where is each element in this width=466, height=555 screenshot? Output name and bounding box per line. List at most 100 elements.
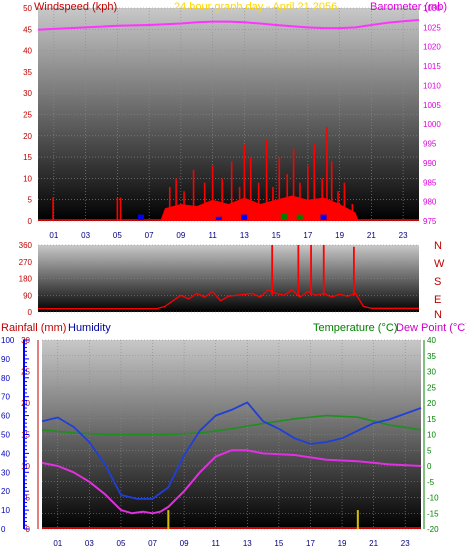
- wind-tick-label: 15: [23, 153, 32, 162]
- barometer-tick-label: 1025: [423, 23, 441, 32]
- temp-tick-label: 5: [427, 446, 432, 455]
- humidity-tick-label: 40: [1, 449, 10, 458]
- humidity-tick-label: 30: [1, 468, 10, 477]
- wind-tick-label: 40: [23, 47, 32, 56]
- temp-x-tick-label: 05: [117, 539, 126, 548]
- temp-x-tick-label: 03: [85, 539, 94, 548]
- rainfall-axis-label: Rainfall (mm): [1, 322, 66, 334]
- wind-x-tick-label: 03: [81, 231, 90, 240]
- humidity-tick-label: 60: [1, 412, 10, 421]
- temp-x-tick-label: 01: [53, 539, 62, 548]
- direction-tick-label: 360: [19, 241, 33, 250]
- wind-x-tick-label: 11: [208, 231, 217, 240]
- windspeed-axis-label: Windspeed (kph): [34, 1, 117, 13]
- wind-tick-label: 10: [23, 174, 32, 183]
- dewpoint-axis-label: Dew Point (°C): [396, 322, 466, 334]
- wind-x-tick-label: 09: [176, 231, 185, 240]
- rain-tick-label: 10: [21, 462, 30, 471]
- temp-x-tick-label: 11: [212, 539, 221, 548]
- barometer-tick-label: 1030: [423, 4, 441, 13]
- wind-direction-marker: [296, 214, 303, 220]
- wind-direction-marker: [241, 214, 248, 220]
- barometer-tick-label: 1020: [423, 43, 441, 52]
- wind-panel-axes: 0510152025303540455097598098599099510001…: [23, 4, 441, 240]
- rain-tick-label: 25: [21, 368, 30, 377]
- temp-x-tick-label: 09: [180, 539, 189, 548]
- wind-direction-marker: [280, 213, 287, 220]
- compass-label: S: [434, 276, 441, 288]
- barometer-line: [37, 19, 420, 31]
- wind-panel-data: [37, 19, 420, 221]
- temp-tick-label: 35: [427, 352, 436, 361]
- wind-direction-marker: [138, 214, 145, 220]
- temp-tick-label: 30: [427, 368, 436, 377]
- temp-tick-label: -5: [427, 478, 435, 487]
- wind-tick-label: 45: [23, 25, 32, 34]
- compass-label: E: [434, 294, 441, 306]
- humidity-tick-label: 70: [1, 393, 10, 402]
- humidity-axis-label: Humidity: [68, 322, 111, 334]
- barometer-tick-label: 995: [423, 140, 437, 149]
- temp-panel-data: [41, 401, 422, 529]
- wind-tick-label: 25: [23, 111, 32, 120]
- wind-direction-marker: [215, 216, 222, 220]
- direction-tick-label: 90: [23, 291, 32, 300]
- temp-tick-label: 0: [427, 462, 432, 471]
- wind-x-tick-label: 23: [399, 231, 408, 240]
- wind-x-tick-label: 13: [240, 231, 249, 240]
- humidity-tick-label: 50: [1, 431, 10, 440]
- wind-tick-label: 0: [28, 217, 33, 226]
- temp-x-tick-label: 23: [401, 539, 410, 548]
- humidity-tick-label: 100: [1, 336, 15, 345]
- barometer-tick-label: 1005: [423, 101, 441, 110]
- wind-x-tick-label: 17: [303, 231, 312, 240]
- barometer-tick-label: 985: [423, 178, 437, 187]
- compass-label: N: [434, 240, 442, 252]
- barometer-tick-label: 1000: [423, 120, 441, 129]
- temp-x-tick-label: 19: [338, 539, 347, 548]
- wind-x-tick-label: 21: [367, 231, 376, 240]
- wind-x-tick-label: 19: [335, 231, 344, 240]
- barometer-tick-label: 980: [423, 198, 437, 207]
- wind-direction-marker: [320, 214, 327, 220]
- direction-panel-data: [38, 245, 419, 310]
- compass-label: N: [434, 309, 442, 321]
- direction-tick-label: 270: [19, 258, 33, 267]
- direction-line: [38, 289, 419, 310]
- wind-x-tick-label: 01: [49, 231, 58, 240]
- temperature-line: [41, 414, 422, 436]
- humidity-tick-label: 10: [1, 506, 10, 515]
- temp-panel-axes: -20-15-10-505101520253035400102030405060…: [1, 336, 439, 548]
- rain-tick-label: 20: [21, 399, 30, 408]
- direction-tick-label: 180: [19, 275, 33, 284]
- barometer-tick-label: 1010: [423, 81, 441, 90]
- barometer-tick-label: 990: [423, 159, 437, 168]
- wind-x-tick-label: 05: [113, 231, 122, 240]
- temperature-axis-label: Temperature (°C): [313, 322, 397, 334]
- temp-tick-label: 10: [427, 431, 436, 440]
- compass-label: W: [434, 258, 445, 270]
- temp-tick-label: 40: [427, 336, 436, 345]
- wind-tick-label: 5: [28, 196, 33, 205]
- temp-x-tick-label: 17: [306, 539, 315, 548]
- temp-x-tick-label: 07: [148, 539, 157, 548]
- chart-title: 24 hour graph day - April 21 2056: [174, 1, 337, 13]
- humidity-tick-label: 80: [1, 374, 10, 383]
- wind-tick-label: 35: [23, 68, 32, 77]
- temp-x-tick-label: 21: [369, 539, 378, 548]
- wind-tick-label: 50: [23, 4, 32, 13]
- humidity-line: [41, 401, 422, 500]
- wind-x-tick-label: 07: [145, 231, 154, 240]
- temp-x-tick-label: 15: [274, 539, 283, 548]
- wind-tick-label: 20: [23, 132, 32, 141]
- temp-tick-label: -10: [427, 494, 439, 503]
- temp-tick-label: 15: [427, 415, 436, 424]
- rain-tick-label: 5: [26, 494, 31, 503]
- barometer-axis-label: Barometer (mb): [370, 1, 447, 13]
- humidity-tick-label: 20: [1, 487, 10, 496]
- temp-tick-label: -20: [427, 525, 439, 534]
- direction-tick-label: 0: [28, 308, 33, 317]
- wind-tick-label: 30: [23, 89, 32, 98]
